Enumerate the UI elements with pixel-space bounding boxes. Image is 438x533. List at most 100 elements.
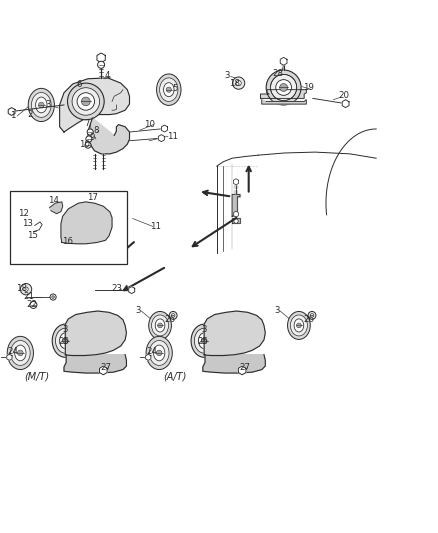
Polygon shape	[88, 118, 130, 154]
Ellipse shape	[77, 93, 95, 110]
Text: 15: 15	[27, 231, 38, 239]
Ellipse shape	[159, 78, 178, 101]
Circle shape	[39, 102, 44, 108]
Ellipse shape	[14, 345, 26, 361]
Text: 20: 20	[338, 91, 349, 100]
Circle shape	[166, 87, 171, 92]
Circle shape	[233, 77, 245, 89]
Polygon shape	[61, 202, 112, 244]
Circle shape	[50, 294, 56, 300]
Circle shape	[24, 287, 28, 292]
Circle shape	[52, 205, 58, 212]
Text: 27: 27	[101, 364, 112, 372]
Text: 3: 3	[135, 305, 141, 314]
Polygon shape	[204, 311, 265, 356]
Text: 22: 22	[27, 300, 38, 309]
Ellipse shape	[152, 315, 169, 336]
Text: (A/T): (A/T)	[164, 372, 187, 382]
Text: 23: 23	[111, 284, 122, 293]
Circle shape	[18, 350, 23, 356]
Circle shape	[201, 338, 207, 344]
Text: 24: 24	[7, 347, 18, 356]
Ellipse shape	[271, 75, 297, 101]
Circle shape	[297, 323, 301, 328]
Text: 27: 27	[240, 364, 251, 372]
Circle shape	[52, 296, 54, 298]
Circle shape	[30, 302, 37, 309]
Polygon shape	[261, 90, 306, 99]
Ellipse shape	[56, 328, 75, 353]
Text: 21: 21	[24, 292, 35, 301]
Circle shape	[280, 84, 288, 92]
Circle shape	[20, 284, 32, 295]
Ellipse shape	[156, 74, 181, 106]
Ellipse shape	[153, 345, 165, 361]
Text: 7: 7	[85, 119, 90, 128]
Text: 3: 3	[201, 325, 207, 334]
Text: 3: 3	[224, 71, 230, 80]
Circle shape	[63, 338, 68, 344]
Ellipse shape	[28, 88, 54, 122]
Circle shape	[169, 311, 177, 319]
Text: 6: 6	[77, 80, 82, 90]
Circle shape	[63, 238, 69, 244]
Text: 17: 17	[87, 193, 98, 202]
Polygon shape	[129, 287, 135, 294]
Circle shape	[78, 217, 79, 220]
Polygon shape	[99, 366, 107, 375]
Text: 4: 4	[105, 71, 110, 80]
Circle shape	[85, 142, 91, 148]
Circle shape	[310, 313, 314, 317]
Text: 26: 26	[165, 315, 176, 324]
Polygon shape	[60, 78, 130, 132]
Ellipse shape	[52, 324, 78, 357]
Circle shape	[308, 311, 316, 319]
Ellipse shape	[163, 83, 174, 96]
Circle shape	[31, 223, 38, 230]
Polygon shape	[262, 100, 306, 104]
Circle shape	[81, 97, 90, 106]
Circle shape	[62, 237, 70, 245]
Text: 28: 28	[272, 69, 283, 78]
Polygon shape	[64, 354, 127, 373]
Polygon shape	[35, 206, 40, 212]
Text: 14: 14	[49, 196, 60, 205]
Ellipse shape	[276, 79, 291, 95]
Ellipse shape	[266, 70, 301, 105]
Ellipse shape	[191, 324, 217, 357]
Circle shape	[76, 216, 81, 221]
Polygon shape	[159, 135, 164, 142]
Ellipse shape	[155, 319, 165, 332]
Circle shape	[233, 212, 239, 217]
Text: 3: 3	[63, 325, 68, 334]
Polygon shape	[145, 354, 151, 360]
Ellipse shape	[198, 333, 210, 349]
Text: 2: 2	[28, 110, 33, 119]
Ellipse shape	[149, 341, 169, 366]
Text: 25: 25	[59, 337, 70, 346]
Polygon shape	[238, 366, 246, 375]
Ellipse shape	[149, 311, 171, 340]
Text: 18: 18	[16, 284, 27, 293]
Circle shape	[171, 313, 175, 317]
Text: 1: 1	[10, 111, 16, 120]
Circle shape	[156, 350, 162, 356]
Polygon shape	[65, 311, 127, 356]
Circle shape	[85, 212, 91, 218]
Ellipse shape	[294, 319, 304, 332]
Circle shape	[98, 61, 105, 68]
Ellipse shape	[60, 333, 71, 349]
Ellipse shape	[194, 328, 214, 353]
Polygon shape	[49, 202, 63, 214]
Polygon shape	[8, 108, 15, 116]
Text: 13: 13	[22, 219, 33, 228]
Text: (M/T): (M/T)	[24, 372, 49, 382]
Ellipse shape	[7, 336, 33, 369]
Polygon shape	[85, 232, 91, 239]
Circle shape	[86, 136, 92, 142]
Ellipse shape	[11, 341, 30, 366]
Text: 25: 25	[198, 337, 208, 346]
Text: 10: 10	[144, 120, 155, 129]
Text: 11: 11	[167, 132, 178, 141]
Text: 16: 16	[62, 237, 73, 246]
